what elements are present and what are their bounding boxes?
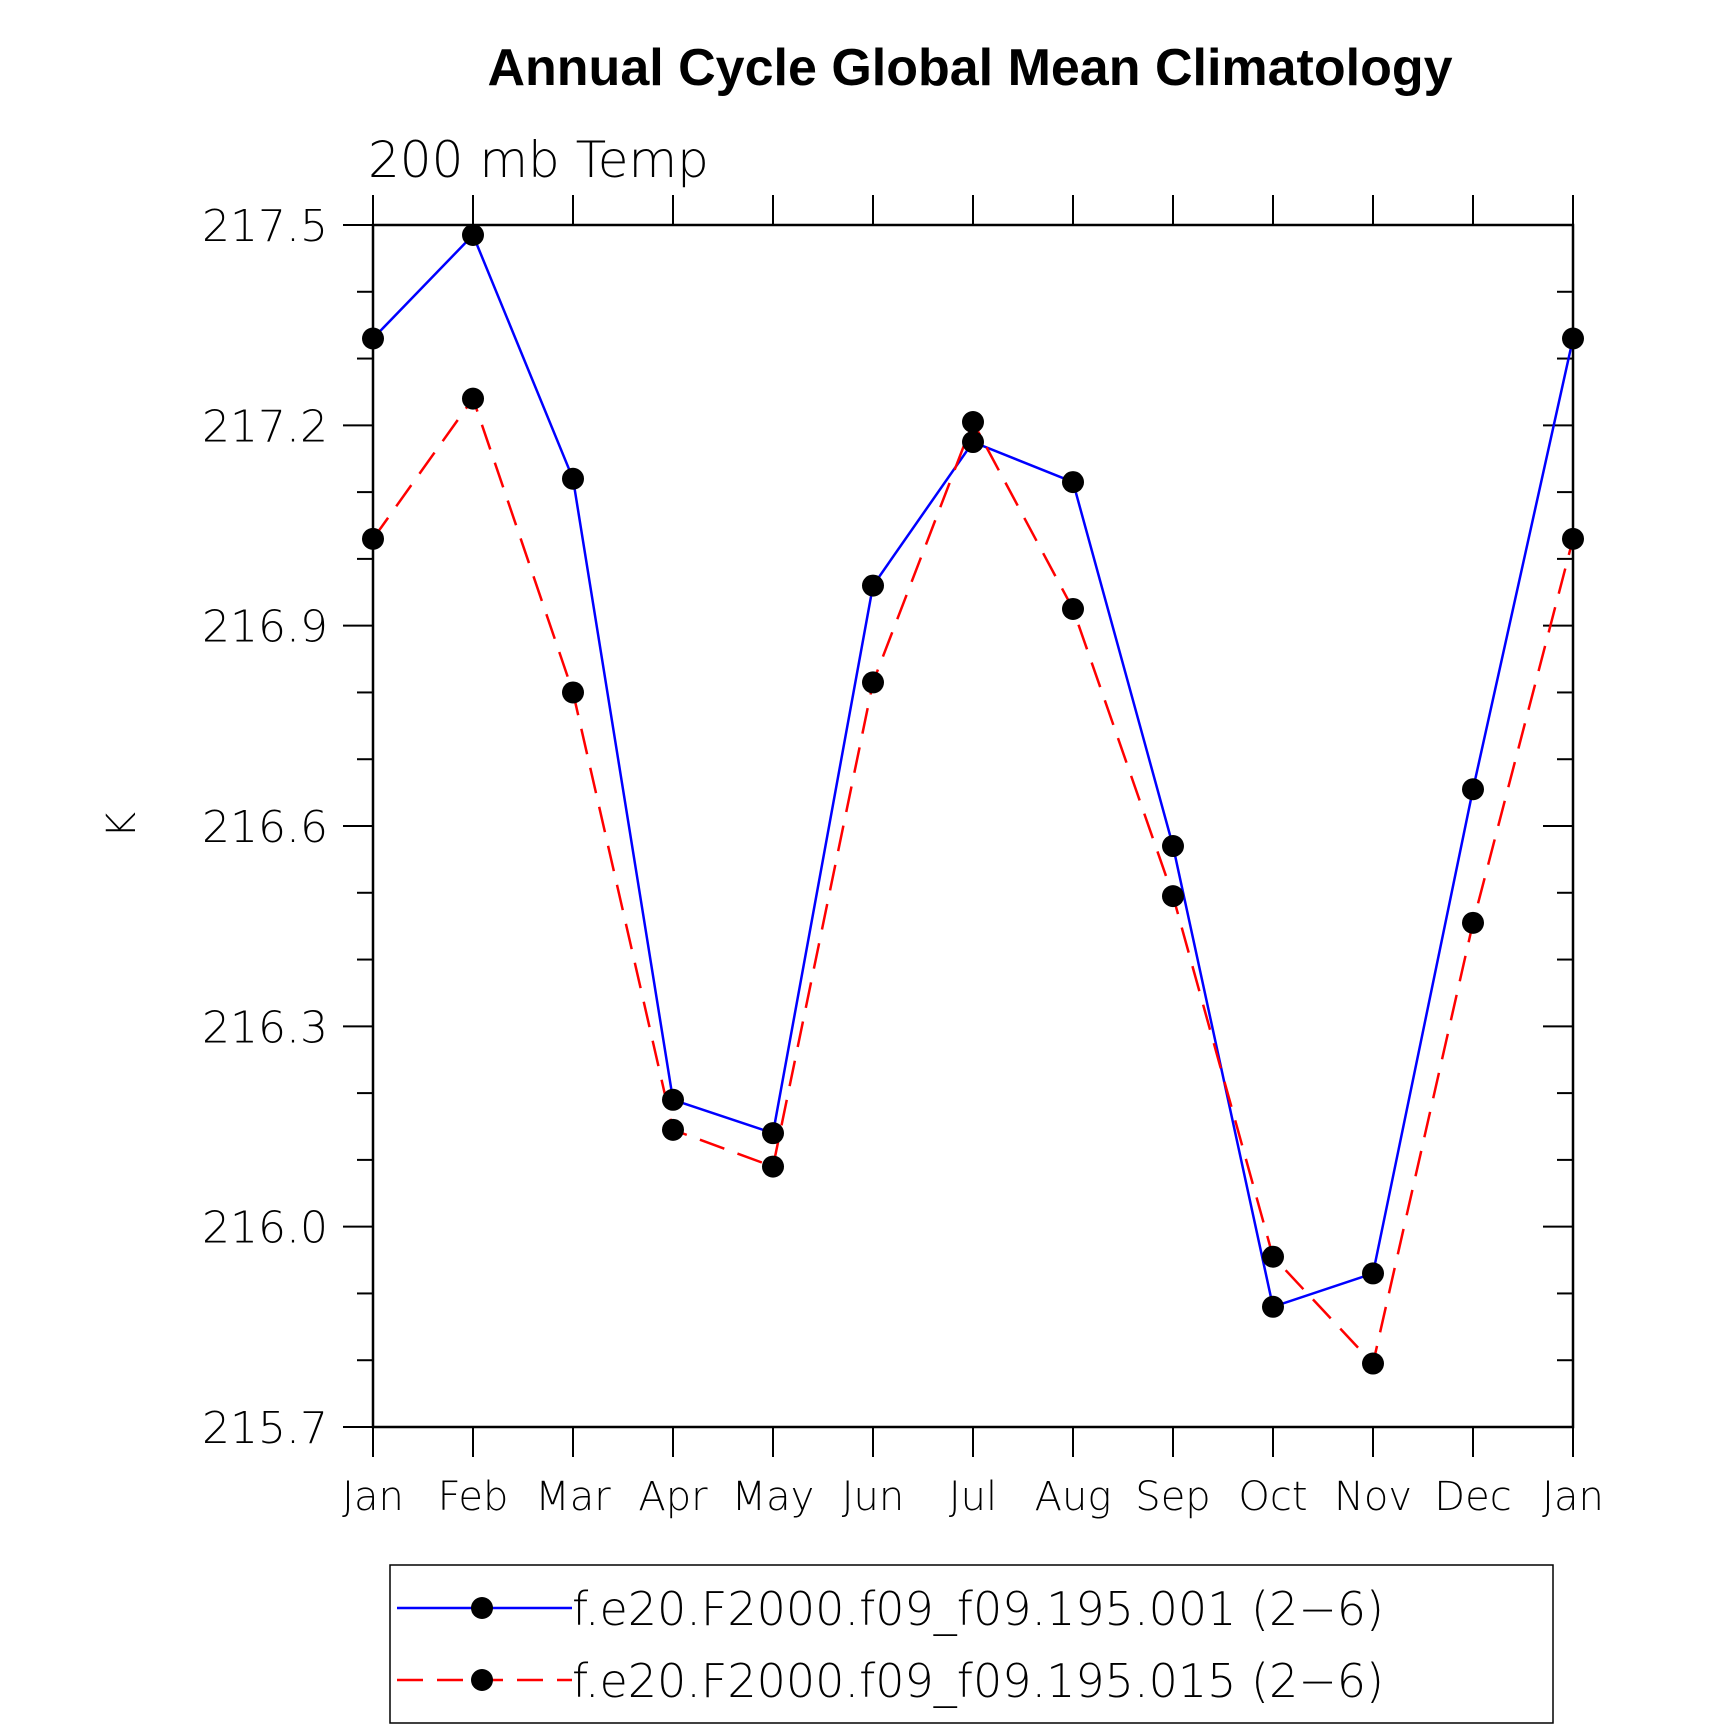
data-point-series-2 bbox=[462, 387, 484, 410]
x-tick-label: Sep bbox=[1135, 1474, 1210, 1520]
legend-marker-series-2 bbox=[471, 1669, 493, 1691]
x-tick-label: Jul bbox=[949, 1474, 997, 1520]
x-tick-label: Dec bbox=[1434, 1474, 1511, 1520]
data-point-series-2 bbox=[962, 410, 984, 433]
x-tick-label: Jun bbox=[842, 1474, 905, 1520]
data-point-series-2 bbox=[1262, 1245, 1284, 1268]
data-point-series-1 bbox=[1462, 778, 1484, 801]
chart-title: Annual Cycle Global Mean Climatology bbox=[487, 39, 1452, 97]
x-tick-label: Oct bbox=[1238, 1474, 1307, 1520]
data-point-series-1 bbox=[1362, 1262, 1384, 1285]
data-point-series-1 bbox=[1162, 835, 1184, 858]
legend-marker-series-1 bbox=[471, 1597, 493, 1619]
legend-box bbox=[389, 1564, 1554, 1724]
data-point-series-1 bbox=[862, 574, 884, 597]
data-point-series-2 bbox=[1362, 1352, 1384, 1375]
series-line-2 bbox=[371, 395, 1575, 1367]
x-tick-labels: Jan Feb Mar Apr May Jun Jul Aug Sep Oct Nov Dec Jan bbox=[342, 1474, 1604, 1520]
data-point-series-2 bbox=[662, 1118, 684, 1141]
data-point-series-2 bbox=[1062, 597, 1084, 620]
x-tick-label: Mar bbox=[535, 1474, 611, 1520]
y-tick-labels: 217.5 217.2 216.9 216.6 216.3 216.0 215.7 bbox=[202, 201, 328, 1454]
data-point-series-1 bbox=[1262, 1295, 1284, 1318]
x-tick-label: Feb bbox=[438, 1474, 509, 1520]
y-tick-label: 217.5 bbox=[202, 201, 328, 252]
data-point-series-2 bbox=[1562, 527, 1584, 550]
axes bbox=[343, 195, 1575, 1457]
data-point-series-2 bbox=[1462, 911, 1484, 934]
x-tick-label: Aug bbox=[1035, 1474, 1112, 1520]
x-tick-label: Apr bbox=[638, 1474, 708, 1520]
data-point-series-1 bbox=[1562, 327, 1584, 350]
data-point-series-2 bbox=[562, 681, 584, 704]
chart-subtitle: 200 mb Temp bbox=[368, 131, 709, 189]
data-point-series-2 bbox=[362, 527, 384, 550]
data-point-series-1 bbox=[662, 1088, 684, 1111]
y-tick-label: 215.7 bbox=[202, 1403, 328, 1454]
legend-label-series-2: f.e20.F2000.f09_f09.195.015 (2−6) bbox=[572, 1654, 1384, 1708]
data-point-series-2 bbox=[1162, 885, 1184, 908]
x-tick-label: May bbox=[732, 1474, 815, 1520]
y-tick-label: 217.2 bbox=[202, 401, 328, 452]
data-point-series-2 bbox=[862, 671, 884, 694]
legend: f.e20.F2000.f09_f09.195.001 (2−6) f.e20.… bbox=[389, 1564, 1554, 1724]
data-point-series-1 bbox=[362, 327, 384, 350]
y-tick-label: 216.6 bbox=[202, 802, 328, 853]
series-layer bbox=[362, 224, 1584, 1375]
y-tick-label: 216.3 bbox=[202, 1002, 328, 1053]
plot-frame bbox=[371, 223, 1575, 1429]
data-point-series-2 bbox=[762, 1155, 784, 1178]
data-point-series-1 bbox=[462, 224, 484, 247]
x-tick-label: Jan bbox=[342, 1474, 404, 1520]
legend-label-series-1: f.e20.F2000.f09_f09.195.001 (2−6) bbox=[572, 1582, 1384, 1636]
y-axis-label: K bbox=[99, 812, 145, 838]
data-point-series-1 bbox=[962, 431, 984, 454]
data-point-series-1 bbox=[562, 467, 584, 490]
x-tick-label: Nov bbox=[1334, 1474, 1412, 1520]
y-tick-label: 216.0 bbox=[202, 1203, 328, 1254]
x-tick-label: Jan bbox=[1542, 1474, 1604, 1520]
data-point-series-1 bbox=[1062, 471, 1084, 494]
y-tick-label: 216.9 bbox=[202, 602, 328, 653]
data-point-series-1 bbox=[762, 1122, 784, 1145]
series-line-1 bbox=[372, 232, 1575, 1309]
